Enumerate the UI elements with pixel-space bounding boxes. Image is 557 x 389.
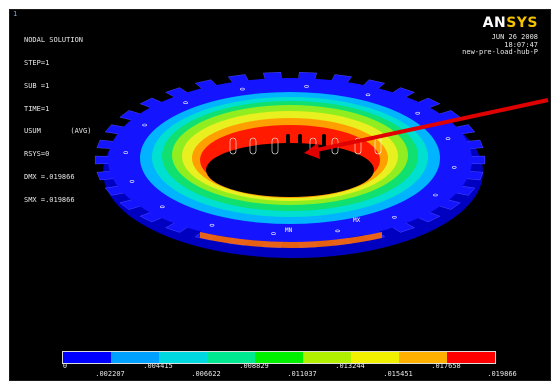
legend-value-bottom: .015451 <box>383 370 413 378</box>
bolt-slot-open <box>298 134 302 156</box>
bolt-slot <box>229 137 237 155</box>
bolt-slot <box>249 137 257 155</box>
info-time: TIME=1 <box>24 104 50 113</box>
bolt-slot <box>271 137 279 155</box>
bolt-hole <box>433 193 438 197</box>
legend-color-9 <box>447 352 495 363</box>
bolt-hole <box>142 123 147 127</box>
run-time: 18:07:47 <box>504 40 538 49</box>
annotation-arrow <box>304 98 549 159</box>
graphics-viewport[interactable]: 1 NODAL SOLUTION STEP=1 SUB =1 TIME=1 US… <box>9 9 551 381</box>
info-result: USUM (AVG) <box>24 127 92 136</box>
mn-node-label: MN <box>285 227 293 234</box>
run-date: JUN 26 2008 <box>491 33 538 41</box>
bolt-holes <box>123 85 457 235</box>
legend-color-4 <box>207 352 255 363</box>
window-number: 1 <box>13 10 18 18</box>
legend-value-top: .008829 <box>239 362 269 370</box>
legend-color-6 <box>303 352 351 363</box>
bolt-slot-open <box>322 134 326 156</box>
contour-legend-bar <box>62 351 496 364</box>
legend-value-top: .013244 <box>335 362 365 370</box>
bolt-hole <box>129 180 135 183</box>
bolt-hole <box>445 137 451 140</box>
bolt-slot-open <box>286 134 290 156</box>
bolt-hole <box>209 223 215 227</box>
legend-value-bottom: .011037 <box>287 370 317 378</box>
legend-color-2 <box>111 352 159 363</box>
bolt-hole <box>183 101 188 104</box>
legend-color-1 <box>63 352 111 363</box>
job-name: new-pre-load-hub-P <box>462 48 538 57</box>
lower-rim-band <box>200 232 382 248</box>
legend-value-top: .017658 <box>431 362 461 370</box>
bolt-slot <box>354 137 362 155</box>
bolt-hole <box>123 151 129 154</box>
info-sub: SUB =1 <box>24 81 50 90</box>
run-metadata: JUN 26 2008 18:07:47 new-pre-load-hub-P <box>462 33 538 57</box>
flange-tooth <box>94 155 111 165</box>
bolt-hole <box>240 87 245 91</box>
bolt-hole <box>304 85 309 88</box>
info-rsys: RSYS=0 <box>24 150 50 159</box>
bolt-hole <box>365 93 371 97</box>
legend-value-bottom: .019866 <box>487 370 517 378</box>
bolt-hole <box>392 216 397 219</box>
flange-tooth <box>469 155 485 165</box>
legend-value-bottom: .006622 <box>191 370 221 378</box>
info-title: NODAL SOLUTION <box>24 36 84 45</box>
bolt-hole <box>415 111 421 115</box>
fe-model-view: MN MX <box>94 71 549 258</box>
solution-info-block: NODAL SOLUTION STEP=1 SUB =1 TIME=1 USUM… <box>24 22 91 219</box>
legend-color-5 <box>255 352 303 363</box>
bolt-hole <box>160 205 165 209</box>
bore-opening <box>206 143 374 197</box>
legend-color-3 <box>159 352 207 363</box>
legend-color-8 <box>399 352 447 363</box>
legend-value-top: .004415 <box>143 362 173 370</box>
mx-node-label: MX <box>353 217 361 224</box>
bolt-hole <box>335 229 340 233</box>
legend-value-top: 0 <box>62 362 68 370</box>
ansys-logo: ANSYS <box>482 15 538 31</box>
bolt-hole <box>271 232 276 235</box>
legend-color-7 <box>351 352 399 363</box>
info-smx: SMX =.019866 <box>24 195 75 204</box>
info-dmx: DMX =.019866 <box>24 172 75 181</box>
legend-value-bottom: .002207 <box>95 370 125 378</box>
info-step: STEP=1 <box>24 58 50 67</box>
bolt-hole <box>451 166 457 169</box>
